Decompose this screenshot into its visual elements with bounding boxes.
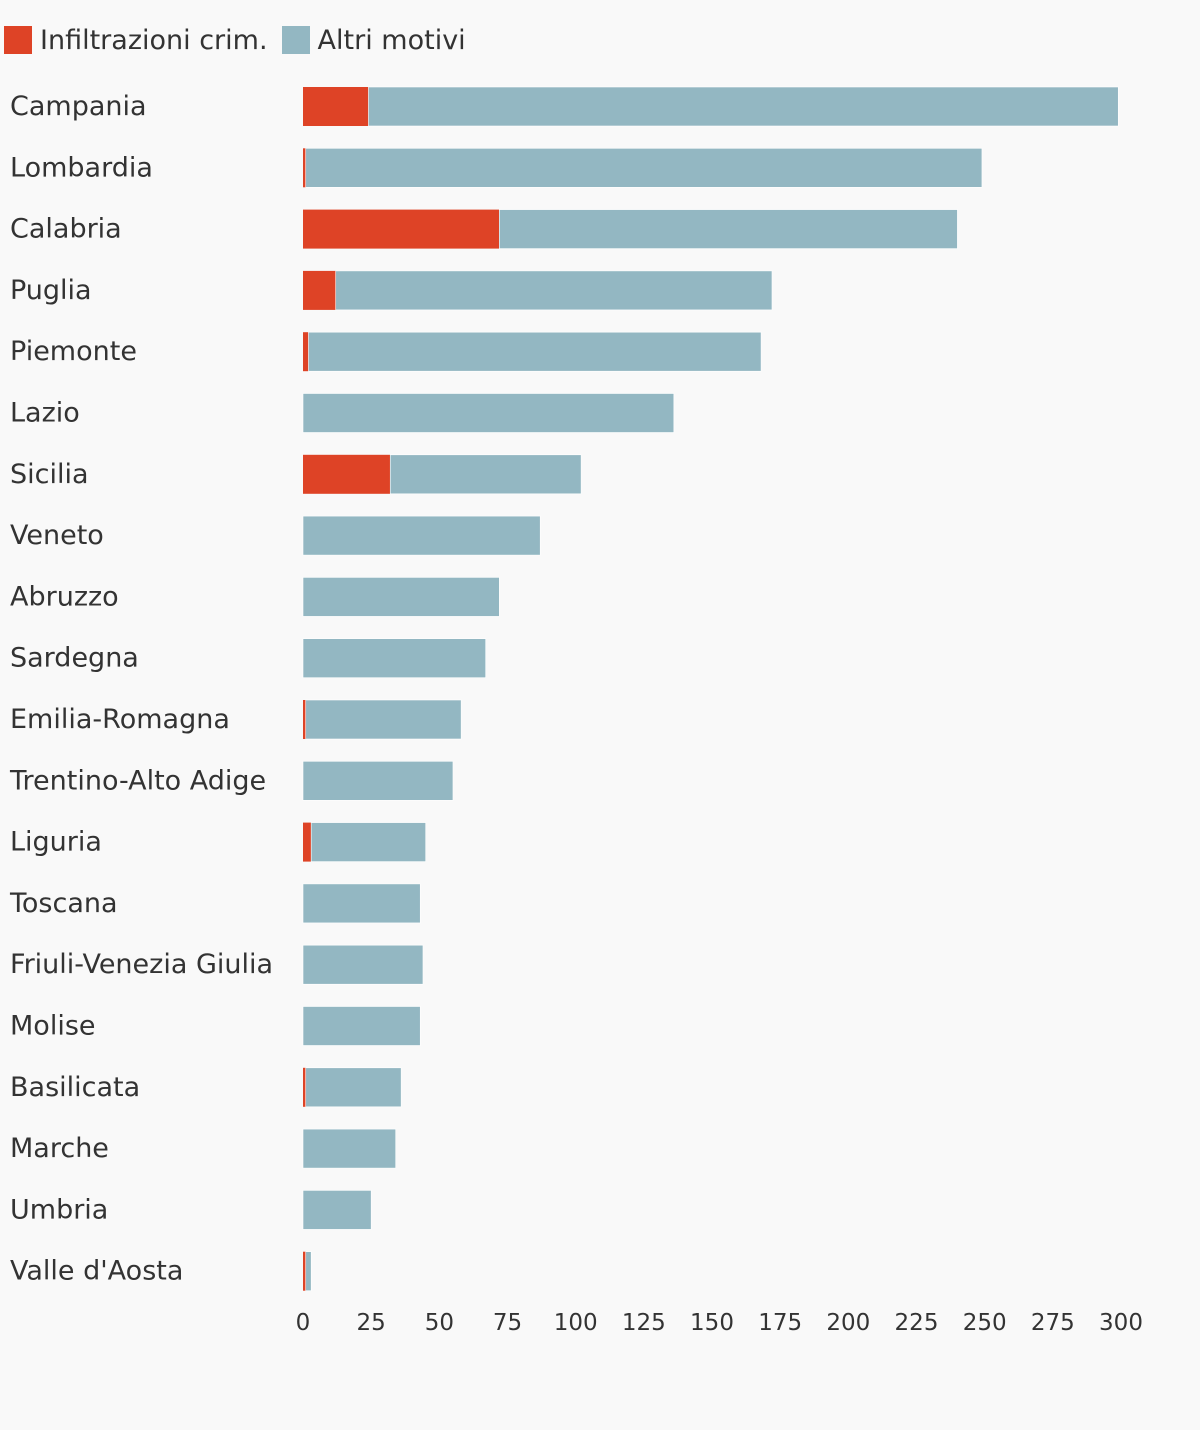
x-tick-label-275: 275 (1031, 1310, 1075, 1336)
bar-puglia-series-0 (303, 270, 336, 310)
legend-item-altri-motivi: Altri motivi (281, 24, 466, 56)
legend-swatch-altri-motivi (281, 26, 310, 54)
bar-lombardia-series-1 (305, 148, 983, 188)
legend-label-altri-motivi: Altri motivi (317, 24, 466, 56)
bar-basilicata-series-1 (305, 1067, 402, 1108)
x-tick-label-175: 175 (758, 1310, 802, 1336)
bar-calabria-series-1 (499, 209, 958, 249)
bar-sicilia-series-1 (389, 454, 582, 495)
legend-item-infiltrazioni: Infiltrazioni crim. (4, 25, 268, 56)
bar-piemonte-series-0 (303, 332, 309, 372)
category-label-emilia-romagna: Emilia-Romagna (10, 704, 230, 735)
bar-sicilia-series-0 (303, 454, 391, 494)
legend-swatch-infiltrazioni (4, 26, 32, 54)
category-label-lazio: Lazio (10, 398, 80, 429)
x-tick-label-300: 300 (1099, 1310, 1143, 1336)
bar-lazio-series-1 (302, 393, 675, 433)
category-label-lombardia: Lombardia (10, 152, 153, 183)
bar-marche-series-1 (302, 1128, 397, 1169)
bar-emilia-romagna-series-0 (303, 700, 306, 739)
x-axis-ticks: 0 25 50 75 100 125 150 175 200 225 250 275 300 (296, 1310, 1143, 1336)
category-label-sicilia: Sicilia (10, 459, 89, 490)
x-tick-label-25: 25 (357, 1310, 386, 1336)
category-labels: Campania Lombardia Calabria Puglia Piemonte L… (9, 91, 273, 1287)
bar-puglia-series-1 (335, 270, 773, 311)
legend: Infiltrazioni crim. Altri motivi (4, 22, 480, 58)
x-tick-label-250: 250 (963, 1310, 1007, 1336)
x-tick-label-150: 150 (690, 1310, 734, 1336)
bar-sardegna-series-1 (302, 638, 486, 679)
category-label-veneto: Veneto (10, 520, 104, 551)
bar-valle-d-aosta-series-0 (303, 1251, 306, 1291)
category-label-toscana: Toscana (9, 888, 118, 919)
category-label-friuli-venezia-giulia: Friuli-Venezia Giulia (10, 949, 273, 980)
category-label-umbria: Umbria (10, 1194, 108, 1225)
bar-liguria-series-1 (310, 822, 426, 862)
category-label-campania: Campania (10, 91, 147, 122)
bar-piemonte-series-1 (308, 331, 762, 372)
bar-campania-series-1 (368, 86, 1119, 127)
bar-friuli-venezia-giulia-series-1 (302, 944, 424, 985)
category-label-piemonte: Piemonte (10, 336, 137, 367)
category-label-liguria: Liguria (10, 827, 102, 858)
x-tick-label-50: 50 (425, 1310, 454, 1336)
category-label-abruzzo: Abruzzo (10, 581, 119, 612)
category-label-valle-d-aosta: Valle d'Aosta (10, 1256, 183, 1287)
category-label-calabria: Calabria (10, 214, 122, 245)
category-label-sardegna: Sardegna (10, 643, 139, 674)
x-tick-label-225: 225 (895, 1310, 939, 1336)
x-tick-label-125: 125 (622, 1310, 666, 1336)
x-tick-label-100: 100 (554, 1310, 598, 1336)
bar-calabria-series-0 (303, 209, 500, 249)
x-tick-label-200: 200 (826, 1310, 870, 1336)
bar-toscana-series-1 (302, 883, 421, 924)
bars (302, 86, 1119, 1291)
legend-label-infiltrazioni: Infiltrazioni crim. (40, 24, 268, 56)
bar-abruzzo-series-1 (302, 577, 500, 617)
bar-umbria-series-1 (302, 1190, 372, 1230)
bar-lombardia-series-0 (303, 148, 306, 188)
x-tick-label-0: 0 (296, 1310, 311, 1336)
x-tick-label-75: 75 (493, 1310, 522, 1336)
bar-emilia-romagna-series-1 (305, 699, 462, 740)
bar-valle-d-aosta-series-1 (305, 1251, 312, 1291)
category-label-marche: Marche (10, 1133, 109, 1164)
category-label-molise: Molise (10, 1011, 96, 1042)
category-label-puglia: Puglia (10, 275, 92, 306)
bar-molise-series-1 (302, 1006, 421, 1046)
bar-liguria-series-0 (303, 822, 312, 862)
bar-campania-series-0 (303, 87, 369, 126)
bar-trentino-alto-adige-series-1 (302, 760, 454, 801)
bar-basilicata-series-0 (303, 1067, 306, 1107)
category-label-trentino-alto-adige: Trentino-Alto Adige (9, 765, 266, 796)
category-label-basilicata: Basilicata (10, 1072, 140, 1103)
bar-veneto-series-1 (302, 515, 541, 556)
